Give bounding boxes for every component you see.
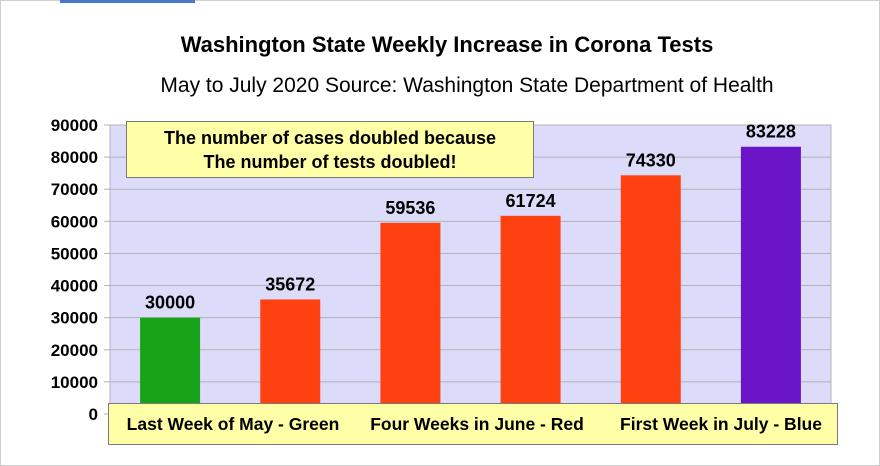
y-tick-label: 60000 — [51, 212, 98, 231]
bar — [740, 146, 801, 414]
bar — [260, 299, 321, 414]
data-label: 30000 — [145, 293, 195, 313]
data-label: 74330 — [626, 150, 676, 170]
y-tick-label: 90000 — [51, 116, 98, 135]
group-label-may: Last Week of May - Green — [126, 414, 340, 434]
chart-subtitle: May to July 2020 Source: Washington Stat… — [160, 74, 774, 97]
data-label: 61724 — [506, 191, 556, 211]
y-tick-label: 20000 — [51, 341, 98, 360]
y-tick-label: 10000 — [51, 373, 98, 392]
annotation-box: The number of cases doubled because The … — [126, 121, 534, 178]
annotation-line-2: The number of tests doubled! — [203, 152, 457, 172]
bar — [620, 175, 681, 414]
bar — [140, 317, 201, 414]
data-label: 83228 — [746, 122, 796, 142]
top-tab-accent — [60, 0, 195, 3]
chart-title: Washington State Weekly Increase in Coro… — [180, 32, 714, 57]
data-label: 35672 — [265, 274, 315, 294]
group-label-july: First Week in July - Blue — [620, 414, 822, 434]
data-label: 59536 — [385, 198, 435, 218]
x-axis-group-labels: Last Week of May - Green Four Weeks in J… — [108, 403, 838, 445]
y-tick-label: 50000 — [51, 244, 98, 263]
annotation-line-1: The number of cases doubled because — [163, 128, 497, 148]
y-tick-label: 0 — [89, 405, 98, 424]
y-tick-label: 40000 — [51, 277, 98, 296]
bar — [380, 222, 441, 414]
y-tick-label: 30000 — [51, 309, 98, 328]
group-label-june: Four Weeks in June - Red — [370, 414, 584, 434]
y-tick-label: 80000 — [51, 148, 98, 167]
bar — [500, 215, 561, 414]
y-tick-label: 70000 — [51, 180, 98, 199]
